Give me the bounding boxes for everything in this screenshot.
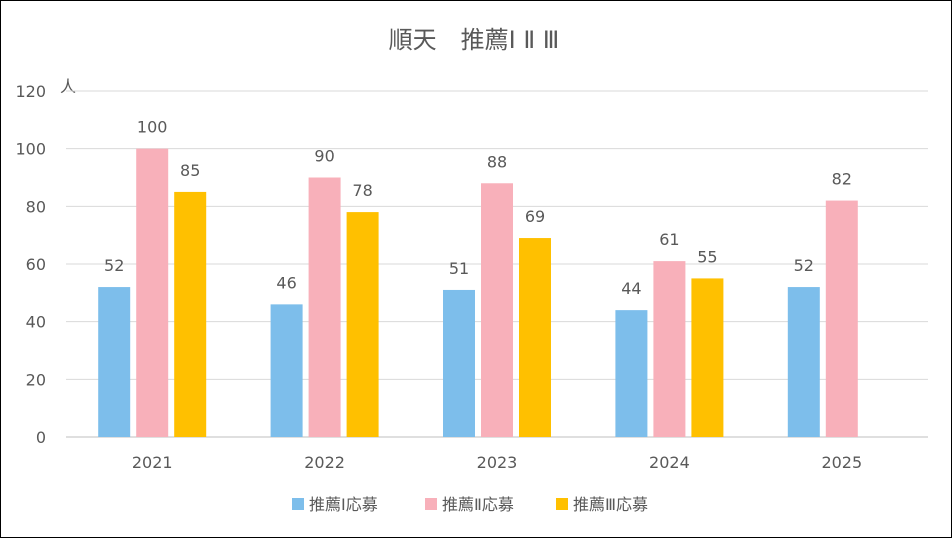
y-axis-ticks: 0 20 40 60 80 100 120 [15,82,46,447]
bar-2024-series-1 [615,310,648,437]
data-label: 44 [621,279,641,298]
legend-label-series-1: 推薦Ⅰ応募 [309,495,378,514]
bar-2024-series-3 [691,278,724,437]
legend: 推薦Ⅰ応募 推薦Ⅱ応募 推薦Ⅲ応募 [292,495,648,514]
data-label: 52 [794,256,814,275]
data-label: 69 [525,207,545,226]
bar-2022-series-2 [308,177,341,437]
legend-swatch-series-3 [556,498,568,510]
bar-2025-series-2 [825,200,858,437]
bar-2022-series-3 [346,212,379,437]
legend-swatch-series-1 [292,498,304,510]
bar-2025-series-1 [787,287,820,437]
y-tick-label: 40 [26,313,46,332]
data-labels: 52 100 85 46 90 78 51 88 69 44 61 55 52 82 [104,118,852,298]
x-tick-label: 2021 [132,453,173,472]
x-axis-ticks: 2021 2022 2023 2024 2025 [132,453,862,472]
x-tick-label: 2024 [649,453,690,472]
y-tick-label: 100 [15,140,46,159]
y-tick-label: 0 [36,428,46,447]
bar-2021-series-2 [136,148,169,437]
data-label: 100 [137,118,168,137]
bar-2023-series-3 [519,238,551,437]
data-label: 55 [697,247,717,266]
x-tick-label: 2023 [477,453,518,472]
data-label: 61 [659,230,679,249]
legend-label-series-2: 推薦Ⅱ応募 [442,495,514,514]
x-tick-label: 2022 [304,453,345,472]
bar-2021-series-1 [98,287,131,437]
bars [98,148,858,437]
y-tick-label: 60 [26,255,46,274]
chart-title: 順天 推薦Ⅰ Ⅱ Ⅲ [389,26,560,54]
y-axis-unit: 人 [60,77,76,96]
x-tick-label: 2025 [821,453,862,472]
data-label: 90 [314,147,334,166]
data-label: 85 [180,161,200,180]
data-label: 51 [449,259,469,278]
data-label: 78 [352,181,372,200]
data-label: 52 [104,256,124,275]
bar-2022-series-1 [270,304,303,437]
y-tick-label: 120 [15,82,46,101]
y-tick-label: 80 [26,197,46,216]
y-tick-label: 20 [26,370,46,389]
data-label: 88 [487,152,507,171]
legend-swatch-series-2 [425,498,437,510]
data-label: 46 [276,273,296,292]
bar-2024-series-2 [653,261,686,437]
data-label: 82 [832,170,852,189]
legend-label-series-3: 推薦Ⅲ応募 [573,495,648,514]
bar-2023-series-1 [443,289,475,437]
bar-2021-series-3 [174,191,207,437]
bar-2023-series-2 [481,183,513,437]
